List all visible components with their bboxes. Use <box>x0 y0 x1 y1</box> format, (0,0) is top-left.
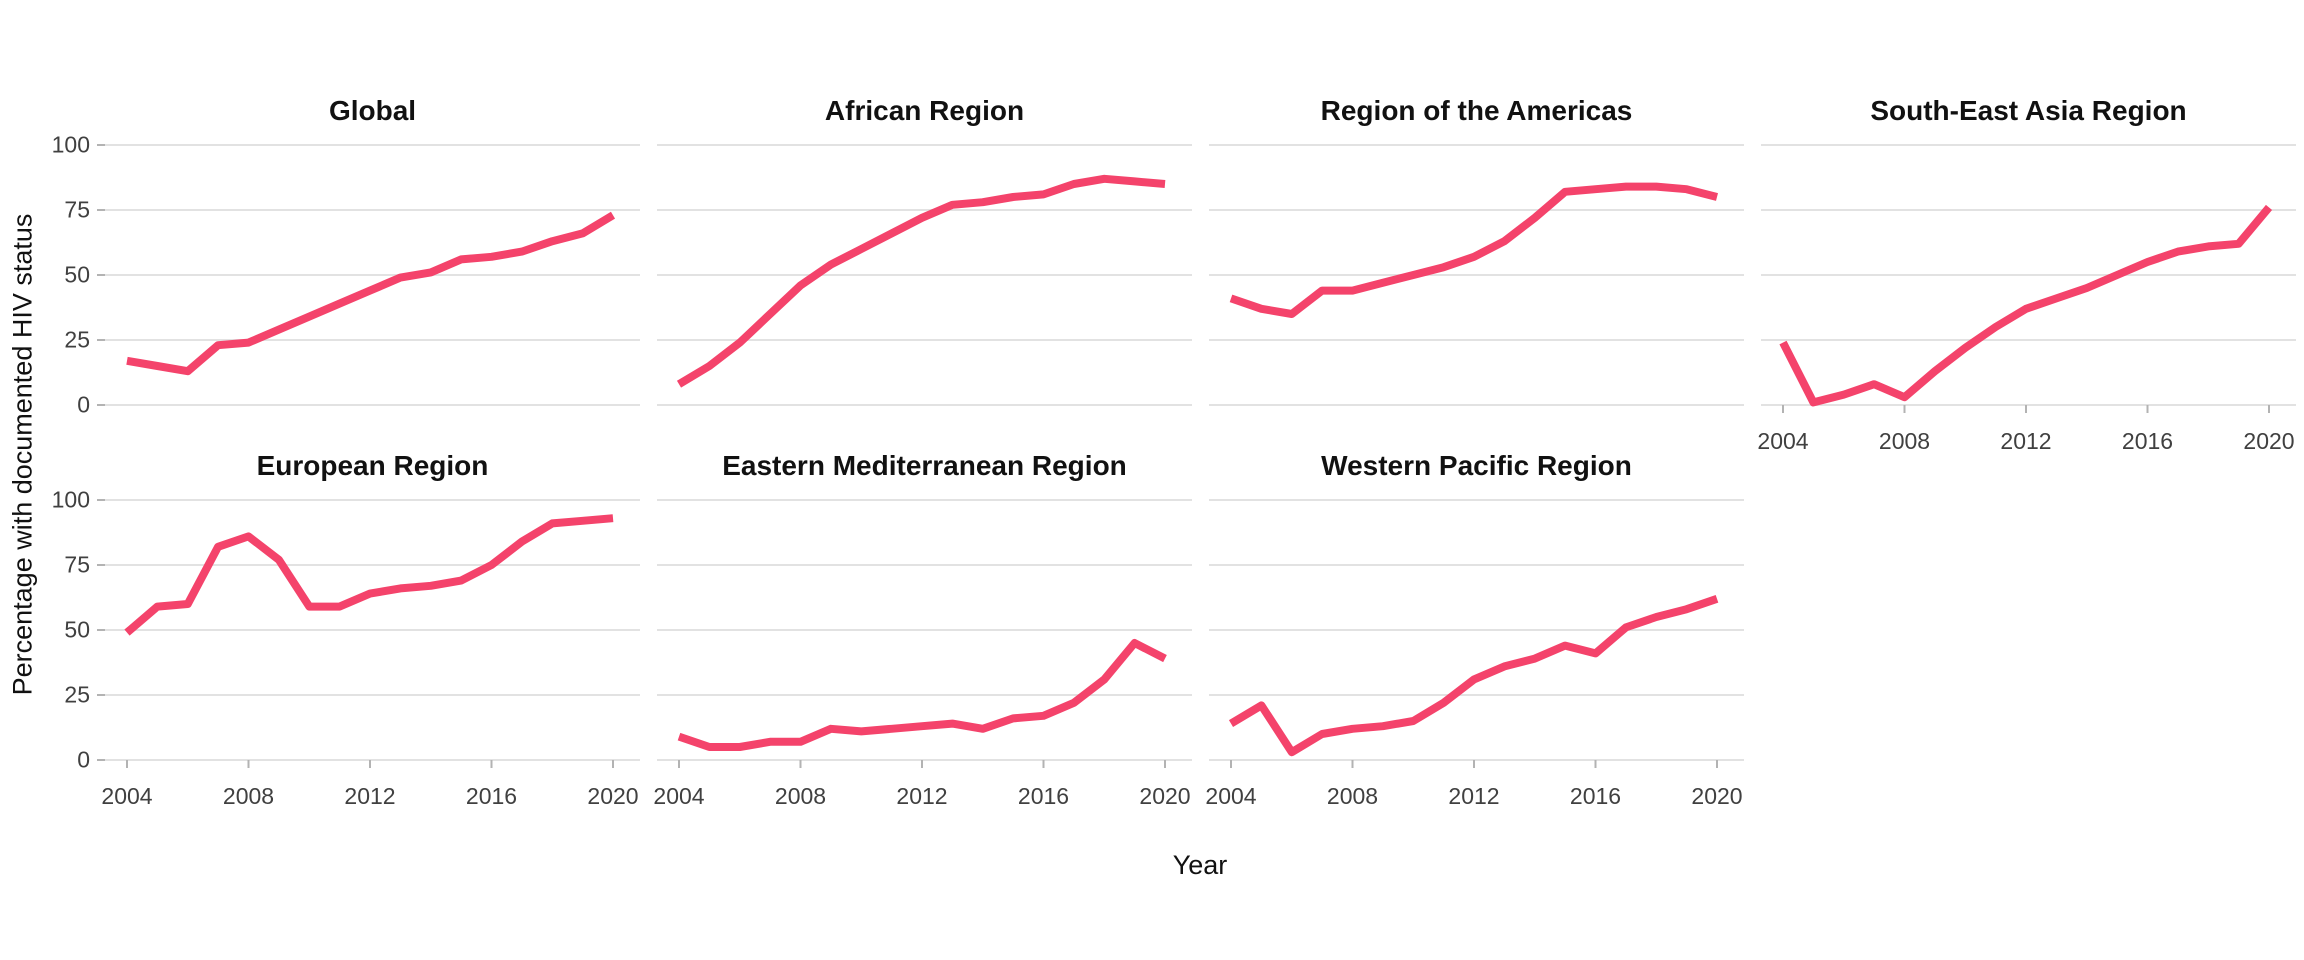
x-axis-tick-label: 2016 <box>1017 783 1070 809</box>
x-axis-tick-label: 2008 <box>1326 783 1379 809</box>
data-line-african-region <box>676 174 1166 388</box>
facet-panel <box>657 499 1192 768</box>
y-axis-tick-label: 75 <box>64 551 90 578</box>
x-axis-tick-label: 2012 <box>1448 783 1500 809</box>
y-axis-tick-label: 100 <box>51 486 90 513</box>
x-axis-tick-label: 2020 <box>2243 428 2295 454</box>
x-axis-tick-label: 2012 <box>896 783 948 809</box>
x-axis-tick-label: 2004 <box>101 783 153 809</box>
y-axis-tick-label: 25 <box>64 326 90 353</box>
y-axis-tick-label: 0 <box>77 391 90 418</box>
facet-panel <box>657 144 1192 406</box>
facet-title: European Region <box>256 450 489 481</box>
x-axis-tick-label: 2016 <box>1569 783 1622 809</box>
y-axis-tick-label: 50 <box>64 261 90 288</box>
y-axis-tick-label: 0 <box>77 746 90 773</box>
facet-title: African Region <box>824 95 1025 126</box>
x-axis-tick-label: 2012 <box>344 783 396 809</box>
data-line-south-east-asia-region <box>1779 204 2273 407</box>
data-line-western-pacific-region <box>1228 595 1719 757</box>
facet-panel <box>97 144 640 406</box>
x-axis-tick-label: 2020 <box>1139 783 1191 809</box>
x-axis-tick-label: 2004 <box>1757 428 1809 454</box>
data-line-eastern-mediterranean-region <box>677 639 1167 751</box>
facet-title: Region of the Americas <box>1320 95 1633 126</box>
facet-title: Eastern Mediterranean Region <box>722 450 1127 481</box>
facet-panel <box>97 499 640 768</box>
x-axis-tick-label: 2008 <box>774 783 827 809</box>
x-axis-tick-label: 2004 <box>1205 783 1257 809</box>
x-axis-tick-label: 2012 <box>2000 428 2052 454</box>
y-axis-tick-label: 25 <box>64 681 90 708</box>
x-axis-title: Year <box>1172 850 1228 880</box>
x-axis-tick-label: 2004 <box>653 783 705 809</box>
data-line-region-of-the-americas <box>1229 182 1718 318</box>
x-axis-tick-label: 2016 <box>2121 428 2174 454</box>
facet-panel <box>1209 144 1744 406</box>
data-line-european-region <box>124 514 614 636</box>
x-axis-tick-label: 2008 <box>1878 428 1931 454</box>
data-line-global <box>126 211 616 376</box>
facet-title: Western Pacific Region <box>1321 450 1632 481</box>
facet-panel <box>1209 499 1744 768</box>
facet-panel <box>1761 144 2296 413</box>
y-axis-tick-label: 50 <box>64 616 90 643</box>
x-axis-tick-label: 2020 <box>1691 783 1743 809</box>
facet-title: Global <box>328 95 417 126</box>
x-axis-tick-label: 2016 <box>465 783 518 809</box>
y-axis-tick-label: 75 <box>64 196 90 223</box>
y-axis-tick-label: 100 <box>51 131 90 158</box>
x-axis-tick-label: 2008 <box>222 783 275 809</box>
facet-title: South-East Asia Region <box>1870 95 2187 126</box>
x-axis-tick-label: 2020 <box>587 783 639 809</box>
